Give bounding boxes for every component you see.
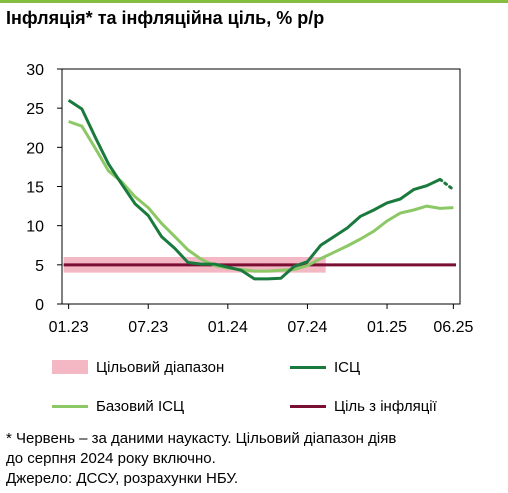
- core-cpi-line: [68, 120, 454, 273]
- y-tick-label: 25: [26, 101, 44, 118]
- chart-title: Інфляція* та інфляційна ціль, % р/р: [6, 8, 325, 28]
- legend-key-core-cpi: [52, 404, 88, 408]
- cpi-nowcast-line: [438, 177, 455, 192]
- cpi-line: [67, 99, 441, 281]
- legend-label-inflation-target: Ціль з інфляції: [334, 397, 437, 415]
- note-line: до серпня 2024 року включно.: [6, 450, 216, 467]
- x-tick-label: 06.25: [433, 319, 473, 336]
- legend-key-target-range: [52, 360, 88, 374]
- x-tick-label: 01.23: [49, 319, 89, 336]
- legend-item-target-range: Цільовий діапазон: [52, 357, 224, 377]
- y-tick-label: 5: [35, 258, 44, 275]
- legend-label-core-cpi: Базовий ІСЦ: [96, 397, 185, 415]
- y-tick-label: 20: [26, 140, 44, 157]
- top-accent-line: [0, 0, 508, 3]
- y-tick-label: 30: [26, 62, 44, 79]
- inflation-chart: 0 5 10 15 20 25 30 01.23 07.23 01.24 07.24 01.25 06.…: [26, 62, 473, 336]
- legend-item-core-cpi: Базовий ІСЦ: [52, 396, 184, 416]
- source-line: Джерело: ДССУ, розрахунки НБУ.: [6, 470, 239, 487]
- y-tick-label: 0: [35, 297, 44, 314]
- x-tick-label: 07.23: [128, 319, 168, 336]
- x-tick-label: 01.25: [367, 319, 407, 336]
- legend-key-inflation-target: [290, 404, 326, 408]
- legend-label-cpi: ІСЦ: [334, 358, 361, 376]
- note-line: * Червень – за даними наукасту. Цільовий…: [6, 430, 397, 447]
- legend-item-cpi: ІСЦ: [290, 357, 360, 377]
- legend-key-cpi: [290, 365, 326, 369]
- legend-item-inflation-target: Ціль з інфляції: [290, 396, 437, 416]
- y-tick-label: 15: [26, 180, 44, 197]
- chart-notes: * Червень – за даними наукасту. Цільовий…: [6, 429, 502, 489]
- x-tick-label: 07.24: [287, 319, 327, 336]
- legend-label-target-range: Цільовий діапазон: [96, 358, 225, 376]
- y-tick-label: 10: [26, 219, 44, 236]
- x-tick-label: 01.24: [208, 319, 248, 336]
